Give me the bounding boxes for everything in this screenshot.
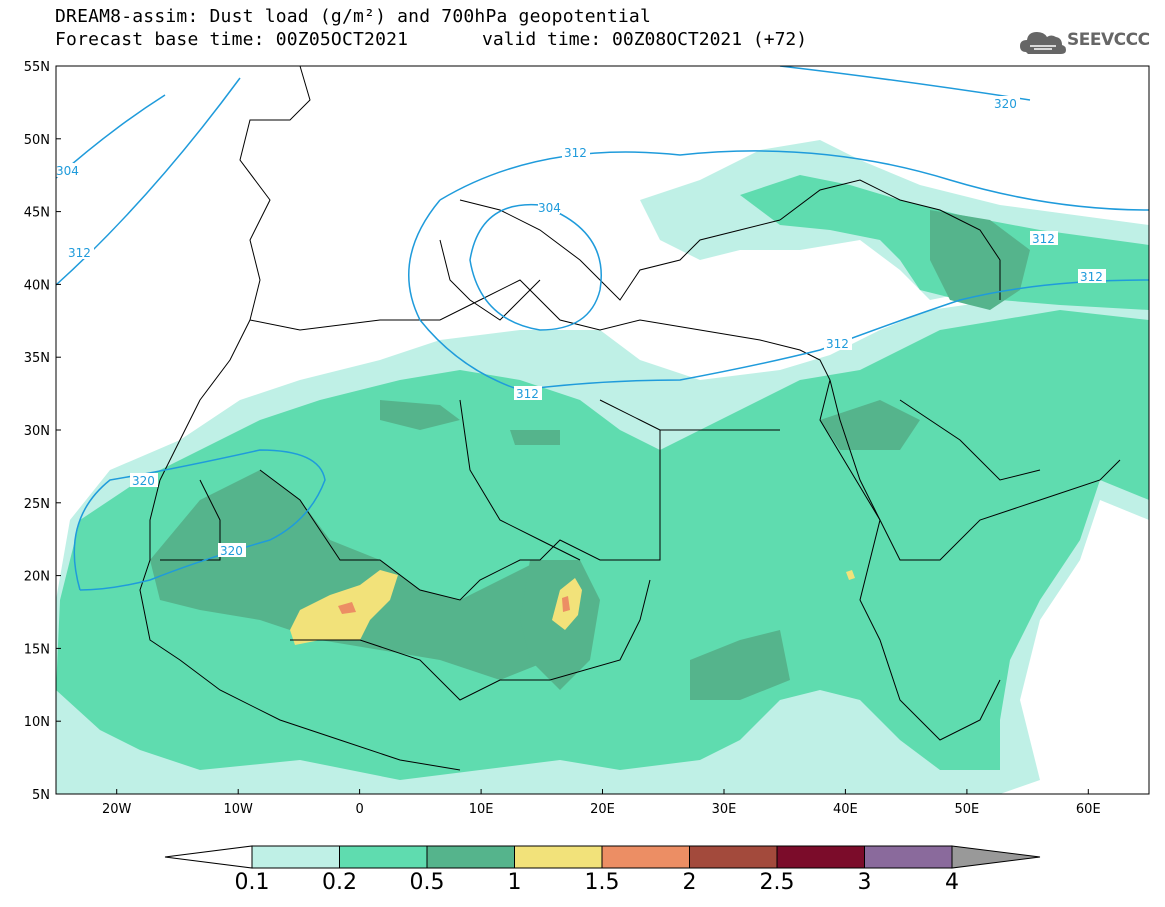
colorbar-underflow xyxy=(164,845,253,869)
lat-label: 35N xyxy=(24,351,50,366)
lat-label: 20N xyxy=(24,570,50,585)
colorbar-label: 3 xyxy=(857,870,872,895)
dust-level-1.5-mali xyxy=(338,602,356,614)
colorbar-label: 0.2 xyxy=(322,870,357,895)
contour-label: 312 xyxy=(1080,270,1103,284)
dust-level-0.5-west xyxy=(150,470,560,680)
contour-labels: 320 312 304 312 304 312 312 312 320 320 … xyxy=(56,96,1106,558)
lon-label: 50E xyxy=(955,802,980,817)
dust-fields xyxy=(56,140,1149,794)
colorbar-segment xyxy=(601,845,690,869)
lon-label: 40E xyxy=(833,802,858,817)
lon-label: 20W xyxy=(102,802,132,817)
colorbar-segment xyxy=(251,845,340,869)
lat-label: 15N xyxy=(24,642,50,657)
dust-level-0.5-sudan xyxy=(690,630,790,700)
dust-level-0.5-caspian xyxy=(930,210,1030,310)
lon-labels: 20W 10W 0 10E 20E 30E 40E 50E 60E xyxy=(102,802,1101,817)
colorbar-label: 2.5 xyxy=(759,870,795,895)
lat-label: 40N xyxy=(24,278,50,293)
dust-level-1-yemen xyxy=(846,570,855,580)
colorbar-label: 4 xyxy=(945,870,959,895)
colorbar-segment xyxy=(426,845,515,869)
map-title: DREAM8-assim: Dust load (g/m²) and 700hP… xyxy=(55,6,651,27)
lon-label: 60E xyxy=(1076,802,1101,817)
contour-label: 304 xyxy=(56,164,79,178)
lon-label: 10E xyxy=(469,802,494,817)
dust-level-1.5-chad xyxy=(562,596,570,612)
colorbar-overflow xyxy=(951,845,1041,869)
lat-label: 25N xyxy=(24,497,50,512)
lon-label: 30E xyxy=(712,802,737,817)
dust-level-0.5-arabia xyxy=(820,400,920,450)
contour-label: 304 xyxy=(538,201,561,215)
lat-label: 30N xyxy=(24,424,50,439)
contour-label: 312 xyxy=(564,146,587,160)
lat-label: 10N xyxy=(24,715,50,730)
contour-label: 312 xyxy=(516,387,539,401)
lat-label: 50N xyxy=(24,133,50,148)
colorbar-segment xyxy=(689,845,778,869)
contour-label: 312 xyxy=(68,246,91,260)
lon-label: 0 xyxy=(355,802,363,817)
contour-label: 320 xyxy=(220,544,243,558)
colorbar xyxy=(164,845,1041,869)
lon-ticks xyxy=(116,789,1089,794)
cloud-logo-icon xyxy=(1020,32,1066,54)
contour-label: 320 xyxy=(994,97,1017,111)
dust-level-0.5-libya xyxy=(380,400,560,445)
lat-label: 5N xyxy=(32,788,50,803)
logo-text: SEEVCCC xyxy=(1067,30,1150,50)
lat-label: 45N xyxy=(24,206,50,221)
colorbar-label: 1.5 xyxy=(584,870,620,895)
colorbar-segment xyxy=(864,845,953,869)
colorbar-label: 0.5 xyxy=(409,870,445,895)
forecast-base-time: Forecast base time: 00Z05OCT2021 xyxy=(55,29,409,50)
contour-label: 312 xyxy=(1032,232,1055,246)
colorbar-segment xyxy=(776,845,865,869)
colorbar-label: 1 xyxy=(507,870,522,895)
lat-label: 55N xyxy=(24,60,50,75)
coastlines-borders xyxy=(139,66,1121,771)
contour-label: 312 xyxy=(826,337,849,351)
valid-time: valid time: 00Z08OCT2021 (+72) xyxy=(482,29,808,50)
lon-label: 10W xyxy=(223,802,253,817)
colorbar-segment xyxy=(339,845,428,869)
lon-label: 20E xyxy=(590,802,615,817)
lat-labels: 55N 50N 45N 40N 35N 30N 25N 20N 15N 10N … xyxy=(24,60,50,803)
colorbar-label: 2 xyxy=(682,870,697,895)
colorbar-label: 0.1 xyxy=(234,870,270,895)
lat-ticks xyxy=(56,65,61,795)
contour-label: 320 xyxy=(132,474,155,488)
colorbar-segment xyxy=(514,845,603,869)
